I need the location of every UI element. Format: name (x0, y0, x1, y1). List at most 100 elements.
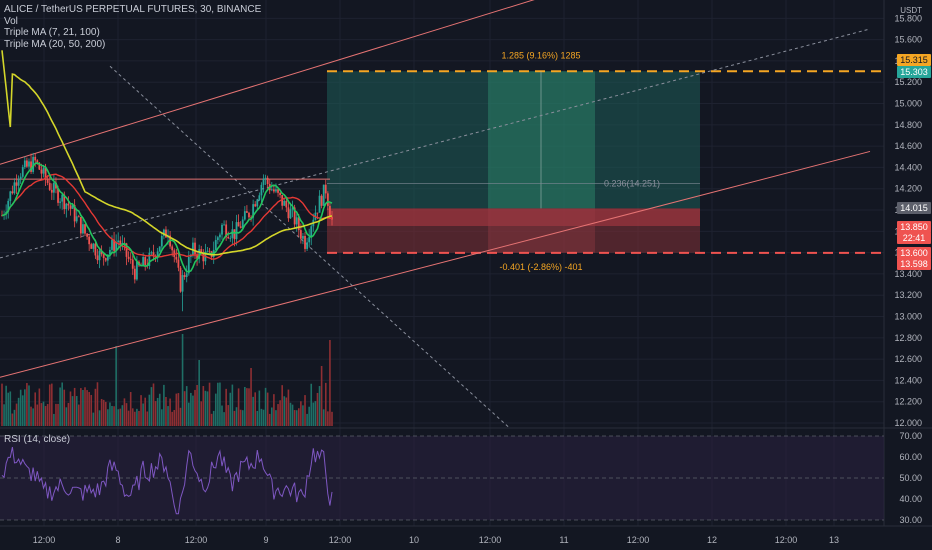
candle-body (92, 243, 95, 249)
candle-body (117, 240, 120, 243)
candle-body (102, 254, 105, 259)
time-tick-label: 12 (707, 535, 717, 545)
volume-bar (115, 346, 117, 426)
volume-bar (308, 406, 310, 426)
candle-body (177, 259, 180, 268)
volume-bar (256, 410, 259, 426)
volume-bar (264, 387, 267, 426)
candle-body (227, 237, 230, 239)
volume-bar (279, 400, 281, 426)
price-tick-label: 12.400 (894, 375, 922, 385)
candle-body (187, 256, 190, 274)
time-tick-label: 12:00 (479, 535, 502, 545)
volume-bar (7, 392, 10, 426)
legend-ma1[interactable]: Triple MA (7, 21, 100) (4, 27, 100, 38)
target-price-tag-bg (897, 54, 931, 66)
fib-label: 0.236(14.251) (604, 178, 660, 188)
trend-channel[interactable] (0, 0, 871, 429)
legend-ma2[interactable]: Triple MA (20, 50, 200) (4, 38, 106, 50)
volume-bar (117, 409, 120, 426)
rsi-legend[interactable]: RSI (14, close) (4, 434, 71, 445)
volume-bar (312, 402, 315, 426)
volume-bar (283, 396, 286, 426)
time-tick-label: 12:00 (775, 535, 798, 545)
candle-body (52, 182, 55, 193)
candle-body (44, 167, 47, 179)
price-tick-label: 12.600 (894, 354, 922, 364)
volume-bar (252, 396, 254, 426)
candle-body (158, 246, 161, 252)
candle-body (65, 203, 68, 210)
candle-body (55, 182, 57, 189)
volume-bar (177, 393, 180, 426)
volume-bar (129, 392, 132, 426)
price-tick-label: 13.000 (894, 312, 922, 322)
candle-body (148, 252, 151, 266)
volume-bar (202, 386, 205, 426)
candle-body (229, 237, 232, 239)
candle-body (252, 204, 255, 218)
volume-bar (171, 411, 173, 426)
volume-bar (152, 383, 155, 426)
time-tick-label: 10 (409, 535, 419, 545)
volume-bar (295, 410, 298, 426)
rsi-line (1, 447, 333, 515)
volume-bar (21, 395, 24, 426)
volume-bar (1, 383, 3, 426)
volume-bar (229, 392, 232, 426)
candle-body (181, 275, 184, 292)
volume-bar (281, 385, 283, 426)
volume-bar (104, 401, 107, 426)
rsi-tick-label: 40.00 (899, 494, 922, 504)
candle-body (272, 189, 275, 192)
candle-body (316, 212, 319, 214)
stop-tag-bg (897, 258, 931, 270)
candle-body (144, 257, 147, 266)
volume-bar (165, 397, 167, 426)
long-position-tool[interactable]: 1.285 (9.16%) 1285 -0.401 (-2.86%) -401 0.… (327, 50, 884, 272)
candle-body (175, 257, 178, 260)
candle-body (304, 235, 306, 249)
candle-body (36, 160, 39, 163)
symbol-title[interactable]: ALICE / TetherUS PERPETUAL FUTURES, 30, … (4, 4, 262, 15)
legend-vol[interactable]: Vol (4, 15, 18, 27)
price-tick-label: 13.400 (894, 269, 922, 279)
volume-bar (314, 401, 317, 426)
volume-bar (179, 407, 182, 426)
volume-bar (71, 396, 74, 426)
countdown-tag: 22:41 (903, 233, 926, 243)
candle-body (231, 229, 234, 238)
volume-bar (194, 389, 196, 426)
candle-body (221, 224, 223, 235)
candle-body (9, 191, 12, 201)
price-tick-label: 12.800 (894, 333, 922, 343)
volume-bar (316, 392, 319, 426)
volume-bar (158, 393, 161, 426)
volume-bar (131, 408, 134, 426)
candle-body (88, 236, 91, 245)
candle-body (243, 211, 246, 220)
volume-bar (304, 395, 306, 426)
candle-body (109, 249, 111, 255)
volume-bar (80, 388, 82, 426)
volume-bar (98, 410, 101, 426)
volume-bar (183, 391, 186, 426)
candle-body (241, 219, 244, 228)
volume-bar (119, 408, 122, 426)
price-tick-label: 13.200 (894, 290, 922, 300)
volume-bar (138, 410, 140, 426)
stop-label: -0.401 (-2.86%) -401 (499, 262, 582, 272)
ma-7-line (1, 162, 333, 273)
volume-bar (96, 382, 99, 426)
candle-body (279, 192, 282, 195)
ma-21-line (1, 173, 332, 260)
candle-body (196, 254, 198, 259)
volume-bar (237, 388, 240, 426)
candle-body (131, 259, 134, 269)
volume-bar (57, 403, 59, 426)
last-price-tag: 14.015 (900, 203, 928, 213)
price-tick-label: 15.800 (894, 13, 922, 23)
volume-bar (175, 393, 178, 426)
candle-body (329, 205, 331, 217)
